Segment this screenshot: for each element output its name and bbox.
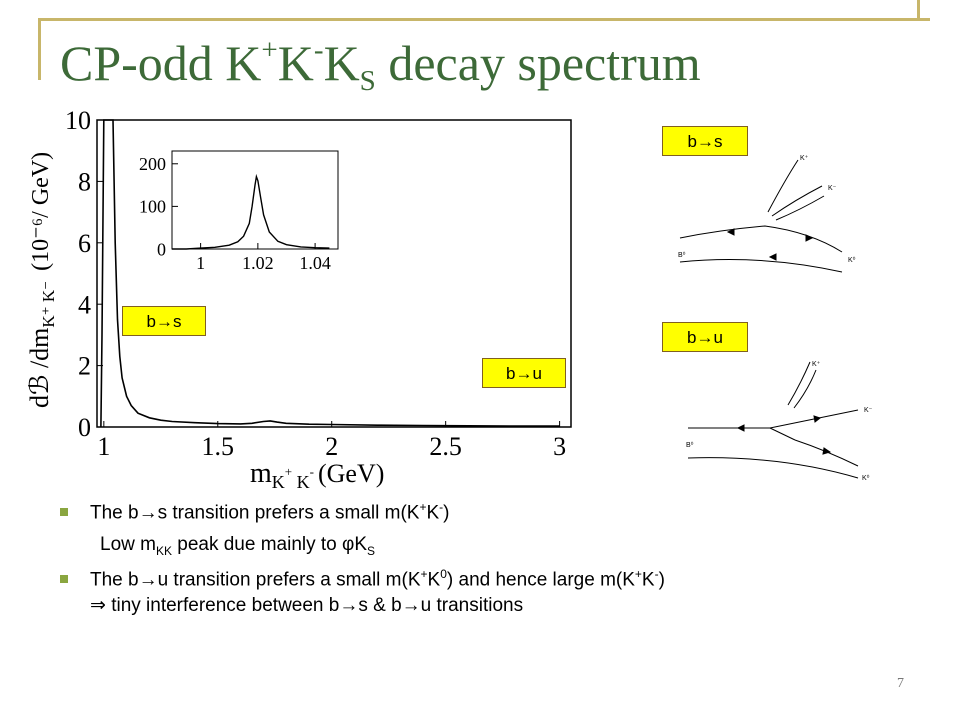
main-x-tick-label: 1	[97, 432, 110, 461]
bs-b0-label: B⁰	[678, 251, 686, 259]
main-y-tick-label: 0	[78, 413, 91, 442]
diagram-tag-bs: b→s	[662, 126, 748, 156]
feynman-diagram-bu: B⁰ K⁰ K⁺ K⁻	[686, 361, 873, 482]
slide-title: CP-odd K+K-KS decay spectrum	[60, 34, 701, 97]
bs-arrow-3	[768, 253, 777, 261]
bu-kplus-line-a	[787, 361, 811, 406]
inset-plot: 1 1.02 1.04 0 100 200	[139, 150, 339, 273]
sub-bullet-low-mass: Low mKK peak due mainly to φKS	[100, 534, 376, 558]
slide-frame-tick	[917, 0, 920, 18]
bu-arrow-2	[813, 415, 822, 423]
inset-x-tick-label: 1	[196, 253, 205, 273]
main-y-tick-label: 2	[78, 352, 91, 381]
bu-kplus-label: K⁺	[812, 361, 821, 368]
inset-y-tick-label: 200	[139, 154, 166, 174]
inset-frame	[171, 150, 339, 250]
inset-x-tick-label: 1.04	[299, 253, 331, 273]
y-axis-label: dℬ /dmK⁺ K⁻(10⁻⁶/ GeV)	[25, 152, 58, 408]
main-x-tick-label: 2	[325, 432, 338, 461]
main-y-tick-label: 10	[65, 106, 91, 135]
slide-frame-top	[38, 18, 930, 21]
bu-upper-quark-line	[688, 409, 859, 429]
main-y-tick-label: 4	[78, 290, 91, 319]
bu-lower-quark-line	[687, 457, 859, 479]
bu-kminus-label: K⁻	[864, 407, 873, 414]
inset-y-tick-label: 100	[139, 197, 166, 217]
bu-arrow-3	[822, 447, 832, 455]
bullet-marker	[60, 508, 68, 516]
main-x-tick-label: 1.5	[202, 432, 235, 461]
bullet-list: The b→s transition prefers a small m(K+K…	[60, 500, 665, 626]
main-y-tick-label: 8	[78, 168, 91, 197]
bs-kminus-label: K⁻	[828, 185, 837, 192]
bu-k0-label: K⁰	[862, 474, 870, 482]
bu-b0-label: B⁰	[686, 441, 694, 449]
bullet-bs: The b→s transition prefers a small m(K+K…	[60, 500, 665, 525]
bs-kminus-line-a	[771, 185, 823, 217]
feynman-diagram-bs: B⁰ K⁰ K⁺ K⁻	[678, 155, 856, 273]
x-axis-label: mK+ K- (GeV)	[250, 458, 384, 492]
bullet-bu: The b→u transition prefers a small m(K+K…	[60, 567, 665, 618]
main-x-tick-label: 2.5	[429, 432, 462, 461]
bs-arrow-1	[726, 228, 735, 236]
bs-kplus-line	[767, 159, 799, 213]
inset-phi-peak-line	[172, 173, 330, 250]
bs-upper-quark-line	[679, 225, 843, 253]
plot-tag-bs: b→s	[122, 306, 206, 336]
bu-arrow-1	[736, 424, 745, 432]
bu-vertex-line	[769, 427, 796, 441]
bs-lower-quark-line	[679, 259, 843, 273]
diagram-tag-bu: b→u	[662, 322, 748, 352]
main-spectrum-line	[100, 119, 560, 428]
plot-tag-bu: b→u	[482, 358, 566, 388]
inset-y-tick-label: 0	[157, 239, 166, 259]
bs-kplus-label: K⁺	[800, 155, 809, 162]
slide-frame-left	[38, 18, 41, 80]
main-y-tick-label: 6	[78, 229, 91, 258]
inset-x-tick-label: 1.02	[242, 253, 274, 273]
bullet-bu-conclusion: ⇒ tiny interference between b→s & b→u tr…	[90, 594, 524, 616]
bs-k0-label: K⁰	[848, 256, 856, 264]
main-x-tick-label: 3	[553, 432, 566, 461]
bu-kplus-line-b	[793, 369, 817, 409]
bs-arrow-2	[805, 234, 814, 242]
bs-kminus-line-b	[775, 195, 825, 221]
bullet-marker	[60, 574, 68, 583]
main-plot-frame	[96, 119, 572, 428]
page-number: 7	[897, 676, 904, 691]
